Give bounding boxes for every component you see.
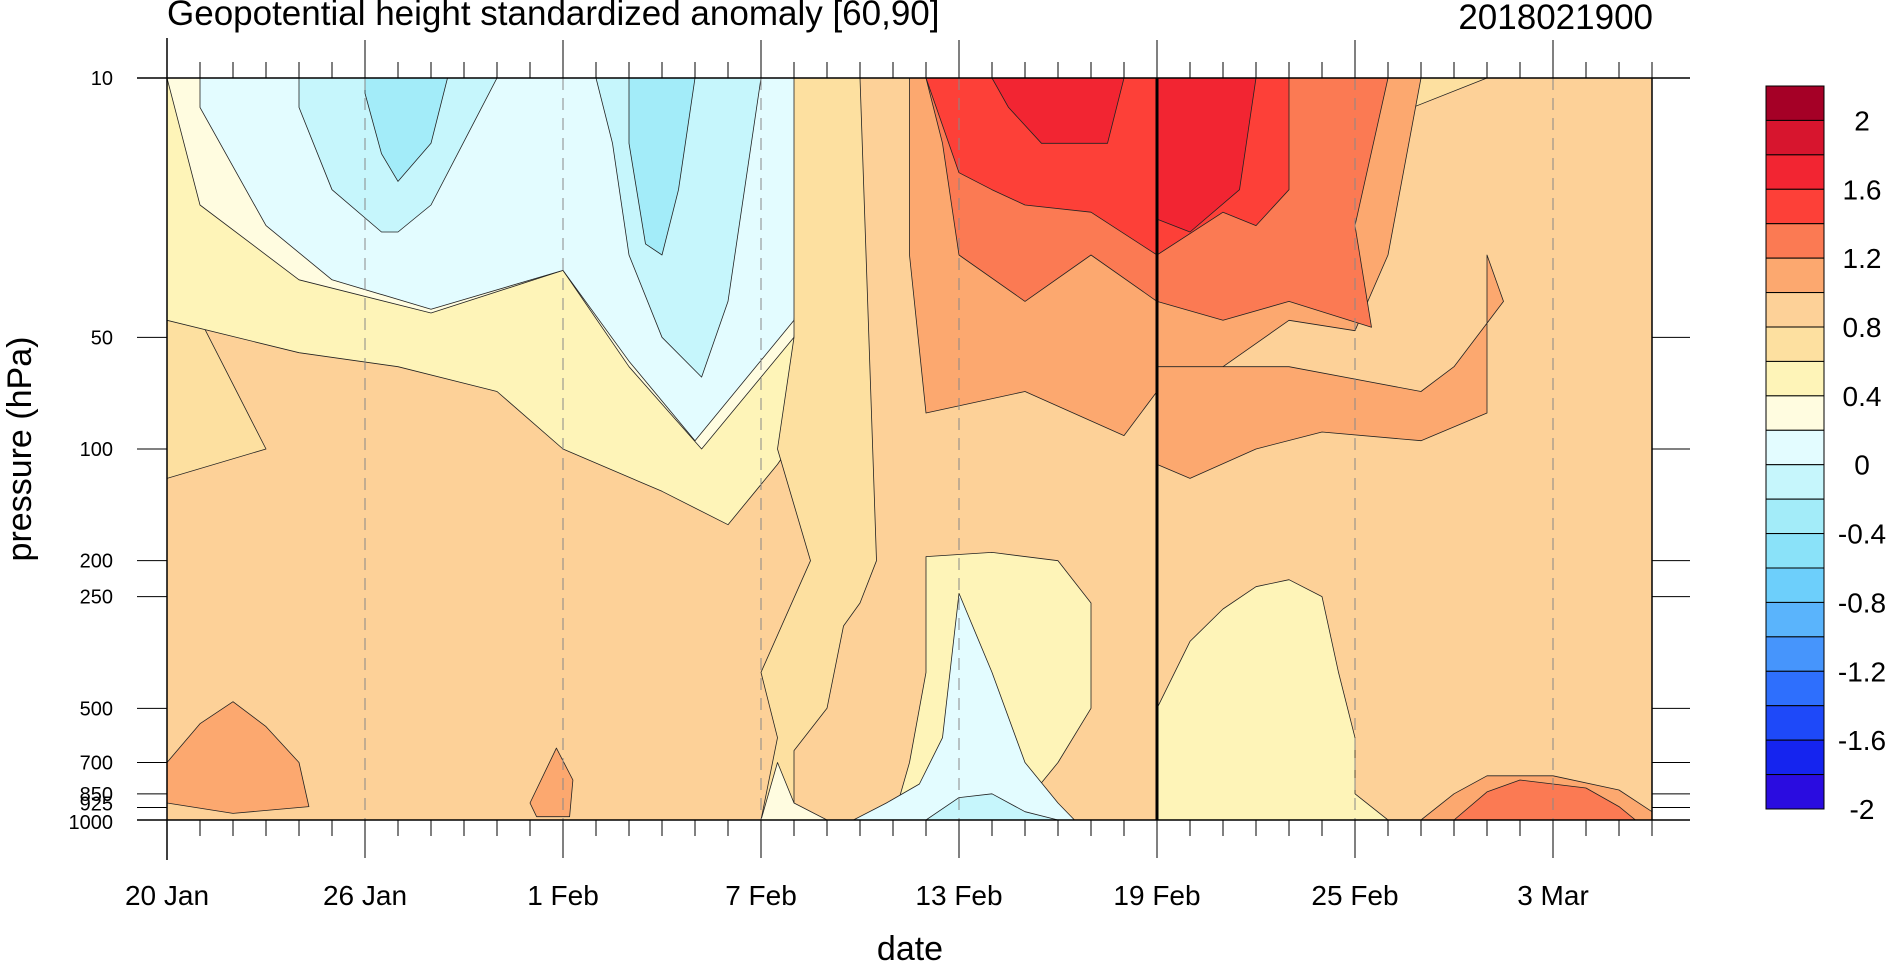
contour-region-8 [628,78,696,256]
contour-region-11 [853,593,1075,820]
chart-title: Geopotential height standardized anomaly… [167,0,940,33]
colorbar-swatch [1765,498,1825,535]
colorbar-legend: 2 1.6 1.2 0.8 0.4 0 -0.4 -0.8 -1.2 -1.6 -2 [1765,85,1886,825]
colorbar-label: -1.2 [1838,656,1886,687]
x-tick-label: 26 Jan [323,880,407,911]
y-tick-label: 200 [80,551,113,573]
contour-region-24 [1453,779,1636,820]
colorbar-swatch [1765,360,1825,397]
colorbar-swatch [1765,567,1825,603]
y-axis-label: pressure (hPa) [1,337,39,562]
x-tick-label: 7 Feb [725,880,797,911]
y-tick-label: 700 [80,753,113,775]
contour-region-7 [364,78,448,182]
contour-region-20 [1156,579,1389,820]
colorbar-swatch [1765,257,1825,294]
colorbar-swatch [1765,464,1825,500]
y-tick-label: 10 [91,68,113,90]
x-axis-label: date [877,930,943,963]
y-tick-label: 925 [80,793,113,815]
y-tick-label: 500 [80,698,113,720]
contour-region-15 [1156,254,1504,479]
contour-region-9 [760,78,877,820]
colorbar-swatch [1765,119,1825,156]
colorbar-swatch [1765,670,1825,707]
colorbar-label: 2 [1854,105,1870,136]
x-tick-label: 13 Feb [915,880,1002,911]
contour-region-13 [760,762,828,820]
colorbar-swatch [1765,292,1825,328]
colorbar-swatch [1765,705,1825,741]
colorbar-swatch [1765,533,1825,569]
colorbar-label: 1.6 [1843,174,1882,205]
y-tick-label: 850 [80,784,113,806]
colorbar-label: -0.4 [1838,519,1886,550]
colorbar-swatch [1765,154,1825,190]
y-tick-label: 100 [80,439,113,461]
colorbar-swatch [1765,395,1825,431]
x-tick-label: 1 Feb [527,880,599,911]
y-tick-label: 250 [80,587,113,609]
colorbar-label: 0 [1854,450,1870,481]
colorbar-swatch [1765,601,1825,638]
contour-region-22 [529,747,574,818]
x-tick-label: 3 Mar [1517,880,1589,911]
x-tick-label: 25 Feb [1311,880,1398,911]
colorbar-label: -1.6 [1838,725,1886,756]
y-tick-label: 1000 [69,812,114,834]
colorbar-swatch [1765,326,1825,362]
colorbar-swatch [1765,774,1825,810]
colorbar-swatch [1765,429,1825,466]
x-tick-label: 20 Jan [125,880,209,911]
colorbar-swatch [1765,223,1825,259]
contour-region-18 [991,78,1125,144]
colorbar-label: 0.8 [1843,312,1882,343]
chart-subtitle: 2018021900 [1458,0,1653,37]
y-tick-label: 50 [91,327,113,349]
contour-region-21 [167,701,310,814]
colorbar-label: -0.8 [1838,587,1886,618]
colorbar-swatch [1765,739,1825,776]
colorbar-label: 0.4 [1843,381,1882,412]
colorbar-label: -2 [1850,794,1875,825]
contour-fill-layer [167,78,1652,820]
colorbar-label: 1.2 [1843,243,1882,274]
colorbar-swatch [1765,636,1825,672]
colorbar-swatch [1765,188,1825,225]
plot-axes: 20 Jan 26 Jan 1 Feb 7 Feb 13 Feb 19 Feb 25 Feb… [69,38,1690,911]
x-tick-label: 19 Feb [1113,880,1200,911]
colorbar-swatch [1765,85,1825,121]
